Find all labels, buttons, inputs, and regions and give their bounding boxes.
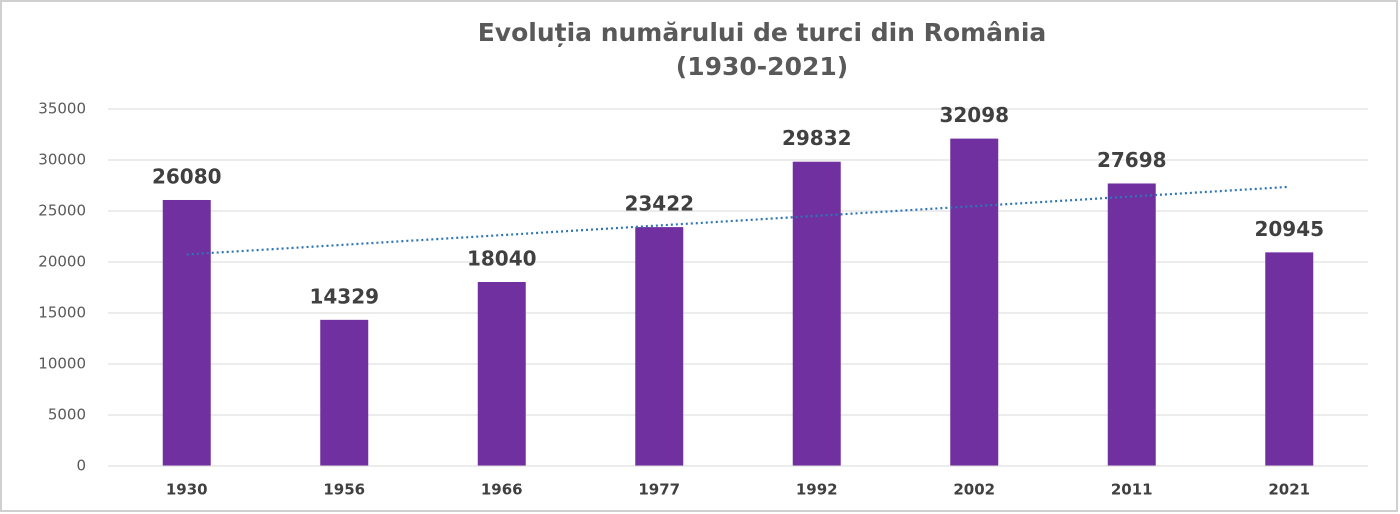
trendline xyxy=(186,185,1290,256)
chart-title: Evoluția numărului de turci din România xyxy=(478,18,1047,47)
x-tick-label: 2011 xyxy=(1111,481,1153,499)
x-tick-label: 1956 xyxy=(323,481,365,499)
bar xyxy=(1265,252,1314,466)
data-label: 26080 xyxy=(152,164,222,188)
data-label: 23422 xyxy=(624,192,694,216)
y-tick-label: 35000 xyxy=(38,100,86,118)
x-tick-label: 1966 xyxy=(481,481,523,499)
x-tick-label: 1930 xyxy=(166,481,208,499)
data-label: 32098 xyxy=(939,103,1009,127)
data-label: 29832 xyxy=(782,126,852,150)
bar xyxy=(635,227,684,466)
y-tick-label: 15000 xyxy=(38,304,86,322)
chart-subtitle: (1930-2021) xyxy=(676,52,848,81)
bar xyxy=(477,281,526,466)
data-label: 20945 xyxy=(1254,217,1324,241)
bar xyxy=(950,138,999,466)
x-tick-label: 2002 xyxy=(953,481,995,499)
y-tick-label: 0 xyxy=(76,457,86,475)
x-tick-label: 1977 xyxy=(638,481,680,499)
y-tick-label: 25000 xyxy=(38,202,86,220)
bar xyxy=(162,199,211,466)
bar xyxy=(792,161,841,466)
bar xyxy=(1107,183,1156,466)
data-label: 27698 xyxy=(1097,148,1167,172)
data-label: 14329 xyxy=(309,284,379,308)
bar xyxy=(320,319,369,466)
x-tick-label: 2021 xyxy=(1268,481,1310,499)
y-tick-label: 5000 xyxy=(48,406,86,424)
x-tick-label: 1992 xyxy=(796,481,838,499)
y-tick-label: 30000 xyxy=(38,151,86,169)
data-label: 18040 xyxy=(467,246,537,270)
y-tick-label: 10000 xyxy=(38,355,86,373)
y-tick-label: 20000 xyxy=(38,253,86,271)
